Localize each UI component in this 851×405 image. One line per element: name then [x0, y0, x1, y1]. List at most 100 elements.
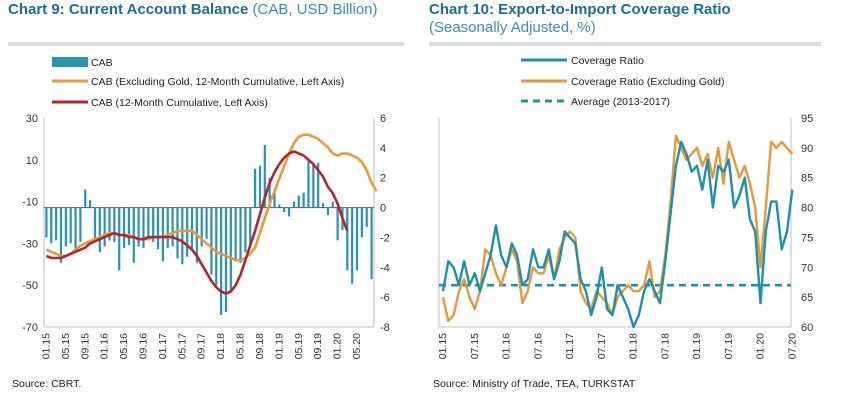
chart-10-source: Source: Ministry of Trade, TEA, TURKSTAT: [433, 378, 636, 390]
chart-9-cab-bar: [336, 207, 339, 241]
chart-9-cab-bar: [331, 201, 334, 208]
chart-9-x-tick-label: 01.20: [332, 333, 344, 359]
chart-9-cab-bar: [205, 207, 208, 239]
chart-9-cab-bar: [108, 207, 111, 241]
chart-10-divider: [429, 42, 821, 46]
chart-9-x-tick-label: 05.20: [351, 333, 363, 359]
chart-10-y-tick-label: 70: [801, 262, 813, 274]
chart-9-cab-bar: [152, 207, 155, 242]
chart-9-right-tick-label: 4: [380, 143, 386, 155]
chart-9-right-tick-label: 0: [380, 203, 386, 215]
chart-9-cab-bar: [156, 207, 160, 250]
chart-9-cab-bar: [84, 189, 87, 208]
chart-9-cab-bar: [263, 144, 266, 208]
chart-9-cab-bar: [249, 207, 252, 245]
chart-10-x-tick-label: 01.20: [755, 333, 767, 359]
chart-9-cab-bar: [268, 177, 271, 208]
chart-10-x-tick-label: 01.19: [691, 333, 703, 359]
chart-9-x-tick-label: 05.16: [118, 333, 130, 359]
chart-9-cab-bar: [273, 189, 276, 208]
chart-9-right-tick-label: -4: [380, 262, 390, 274]
chart-10-legend-label: Coverage Ratio: [571, 55, 644, 67]
chart-9-cab-bar: [89, 200, 92, 208]
chart-9-divider: [8, 42, 404, 46]
chart-9-left-tick-label: -30: [22, 238, 38, 250]
chart-9-cab-bar: [190, 207, 194, 251]
chart-9-cab-bar: [59, 207, 63, 263]
chart-9-cab-bar: [307, 161, 310, 208]
chart-9-cab-bar: [45, 207, 48, 238]
chart-9-cab-bar: [171, 207, 174, 247]
chart-9-cab-bar: [254, 168, 257, 208]
chart-10-x-tick-label: 01.18: [628, 333, 640, 359]
chart-10-y-tick-label: 75: [801, 232, 813, 244]
chart-9-plot: 30 10 -10 -30 -50 -70 6 4 2 0 -2 -4 -6 -8 01.15 05.15 09…: [22, 57, 390, 359]
chart-10-x-tick-label: 07.15: [469, 333, 481, 359]
chart-9-cab-bar: [127, 207, 131, 245]
chart-9-cab-bar: [132, 207, 135, 263]
chart-9-cab-bar: [98, 207, 101, 253]
chart-9-right-tick-label: -8: [380, 322, 390, 334]
chart-9-x-tick-label: 09.15: [79, 333, 91, 359]
chart-9-legend-label: CAB (Excluding Gold, 12-Month Cumulative…: [91, 76, 344, 88]
chart-9-cab-bar: [74, 207, 77, 253]
chart-10-x-tick-label: 01.17: [564, 333, 576, 359]
chart-9-cab-bar: [50, 207, 53, 244]
chart-9-x-tick-label: 01.16: [99, 333, 111, 359]
chart-9-cab-bar: [360, 207, 363, 238]
chart-10-x-tick-label: 07.16: [532, 333, 544, 359]
chart-9-x-tick-label: 05.17: [176, 333, 188, 359]
chart-9-cab-bar: [93, 207, 97, 241]
chart-10-coverage-ratio-line: [441, 140, 794, 329]
chart-10-legend-label: Average (2013-2017): [571, 96, 670, 108]
chart-9-title-main: Chart 9: Current Account Balance: [8, 1, 249, 18]
chart-9-cab-bar: [181, 207, 184, 265]
chart-9-cab-bar: [244, 207, 247, 253]
chart-9-panel: Chart 9: Current Account Balance (CAB, U…: [0, 0, 412, 405]
chart-10-x-tick-label: 01.16: [501, 333, 513, 359]
chart-9-cab-bar: [113, 207, 116, 242]
chart-9-cab-bar: [122, 207, 126, 248]
chart-9-cab-bar: [186, 207, 189, 257]
chart-9-cab-bar: [302, 192, 305, 208]
chart-9-right-tick-label: -6: [380, 292, 390, 304]
chart-9-cab-bar: [278, 204, 281, 208]
chart-9-cab-bar: [79, 207, 82, 242]
chart-10-panel: Chart 10: Export-to-Import Coverage Rati…: [421, 0, 851, 405]
chart-9-x-tick-label: 05.15: [60, 333, 72, 359]
chart-9-left-tick-label: 30: [26, 113, 38, 125]
chart-9-cab-bar: [147, 207, 150, 238]
chart-9-cab-bar: [220, 207, 223, 316]
chart-10-y-tick-label: 60: [801, 322, 813, 334]
chart-9-cab-bar: [297, 195, 300, 208]
chart-9-x-tick-label: 09.16: [137, 333, 149, 359]
chart-10-x-tick-label: 07.17: [596, 333, 608, 359]
chart-9-right-tick-label: 2: [380, 173, 386, 185]
chart-9-cab-bar: [224, 207, 228, 313]
chart-10-y-tick-label: 90: [801, 143, 813, 155]
chart-10-plot: 95 90 85 80 75 70 65 60 01.15 07.15 01.16 07.16 01.1…: [437, 55, 813, 359]
chart-9-cab-bar: [326, 207, 329, 216]
chart-9-x-tick-label: 09.19: [312, 333, 324, 359]
chart-9-title-unit: (CAB, USD Billion): [248, 1, 378, 18]
chart-9-cab-bar: [351, 207, 354, 284]
chart-9-cab-bar: [200, 207, 203, 247]
chart-9-cab-bar: [292, 201, 296, 208]
chart-9-cab-bar: [118, 207, 121, 271]
chart-9-cab-bar: [258, 165, 262, 208]
chart-9-cab-bar: [370, 207, 373, 280]
chart-9-cab-bar: [312, 164, 315, 208]
chart-9-legend-swatch-bar: [52, 57, 88, 67]
chart-9-cab-bar: [317, 162, 320, 208]
chart-9-legend-label: CAB (12-Month Cumulative, Left Axis): [91, 97, 268, 109]
chart-9-cab-bar: [69, 207, 72, 244]
chart-9-cab-bar: [239, 207, 242, 263]
chart-9-legend-label: CAB: [91, 57, 113, 69]
chart-9-x-tick-label: 09.17: [196, 333, 208, 359]
chart-9-x-tick-label: 01.19: [273, 333, 285, 359]
chart-10-x-tick-label: 07.19: [723, 333, 735, 359]
chart-10-x-tick-label: 01.15: [437, 333, 449, 359]
chart-9-left-tick-label: -10: [22, 197, 38, 209]
chart-9-x-tick-label: 05.19: [293, 333, 305, 359]
chart-9-source: Source: CBRT.: [12, 378, 82, 390]
